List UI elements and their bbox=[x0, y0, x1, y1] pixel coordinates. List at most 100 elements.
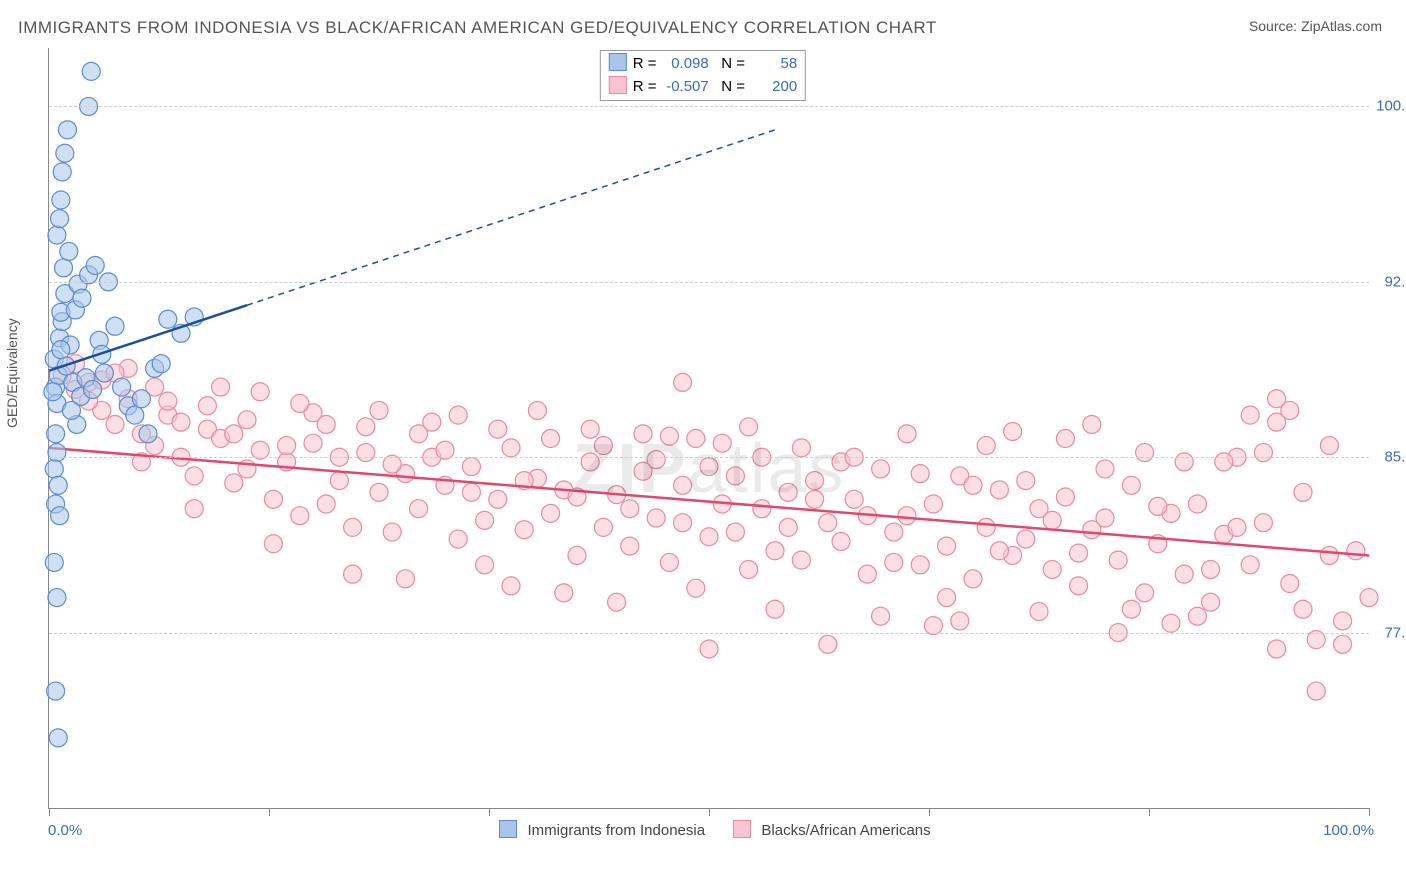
gridline bbox=[49, 633, 1369, 634]
stat-r-value: -0.507 bbox=[661, 76, 709, 99]
scatter-point-pink bbox=[740, 418, 758, 436]
scatter-point-pink bbox=[726, 467, 744, 485]
scatter-point-pink bbox=[317, 495, 335, 513]
scatter-point-pink bbox=[555, 584, 573, 602]
scatter-point-blue bbox=[49, 729, 67, 747]
scatter-point-pink bbox=[1004, 423, 1022, 441]
scatter-point-pink bbox=[344, 565, 362, 583]
scatter-point-pink bbox=[1294, 600, 1312, 618]
x-tick bbox=[1149, 808, 1150, 816]
gridline bbox=[49, 457, 1369, 458]
scatter-point-pink bbox=[726, 523, 744, 541]
scatter-point-pink bbox=[449, 530, 467, 548]
y-tick-label: 100.0% bbox=[1376, 98, 1406, 115]
scatter-point-blue bbox=[62, 401, 80, 419]
scatter-point-pink bbox=[1228, 518, 1246, 536]
scatter-point-pink bbox=[1030, 603, 1048, 621]
correlation-stat-box: R = 0.098 N = 58R = -0.507 N = 200 bbox=[600, 50, 806, 101]
scatter-point-pink bbox=[1188, 607, 1206, 625]
scatter-point-pink bbox=[502, 439, 520, 457]
scatter-point-pink bbox=[977, 518, 995, 536]
scatter-point-pink bbox=[1109, 551, 1127, 569]
scatter-point-pink bbox=[594, 437, 612, 455]
scatter-point-pink bbox=[357, 418, 375, 436]
scatter-point-pink bbox=[1056, 430, 1074, 448]
scatter-point-blue bbox=[95, 364, 113, 382]
y-tick-label: 77.5% bbox=[1384, 624, 1406, 641]
gridline bbox=[49, 282, 1369, 283]
scatter-point-blue bbox=[86, 256, 104, 274]
scatter-point-pink bbox=[1175, 453, 1193, 471]
scatter-point-pink bbox=[515, 521, 533, 539]
scatter-point-blue bbox=[58, 121, 76, 139]
scatter-point-pink bbox=[806, 490, 824, 508]
legend-label-blue: Immigrants from Indonesia bbox=[528, 822, 706, 839]
scatter-point-pink bbox=[1268, 390, 1286, 408]
scatter-point-pink bbox=[898, 425, 916, 443]
source-attribution: Source: ZipAtlas.com bbox=[1249, 18, 1382, 34]
scatter-point-blue bbox=[73, 289, 91, 307]
scatter-point-pink bbox=[1175, 565, 1193, 583]
scatter-point-pink bbox=[674, 373, 692, 391]
scatter-point-pink bbox=[990, 542, 1008, 560]
scatter-point-pink bbox=[1241, 556, 1259, 574]
scatter-point-pink bbox=[581, 420, 599, 438]
scatter-point-pink bbox=[687, 430, 705, 448]
x-tick bbox=[1369, 808, 1370, 816]
scatter-point-blue bbox=[49, 476, 67, 494]
scatter-point-pink bbox=[792, 551, 810, 569]
scatter-point-pink bbox=[581, 453, 599, 471]
scatter-point-pink bbox=[1096, 460, 1114, 478]
scatter-point-pink bbox=[674, 476, 692, 494]
scatter-point-pink bbox=[1162, 614, 1180, 632]
scatter-point-pink bbox=[489, 490, 507, 508]
scatter-point-pink bbox=[621, 537, 639, 555]
scatter-point-blue bbox=[47, 425, 65, 443]
scatter-point-pink bbox=[792, 439, 810, 457]
scatter-point-pink bbox=[964, 476, 982, 494]
scatter-point-blue bbox=[45, 460, 63, 478]
scatter-point-pink bbox=[779, 518, 797, 536]
legend-swatch-blue bbox=[499, 820, 517, 838]
scatter-point-pink bbox=[291, 394, 309, 412]
scatter-point-blue bbox=[48, 444, 66, 462]
scatter-point-pink bbox=[766, 600, 784, 618]
scatter-point-pink bbox=[885, 523, 903, 541]
x-tick bbox=[49, 808, 50, 816]
scatter-point-pink bbox=[1294, 483, 1312, 501]
scatter-point-blue bbox=[52, 341, 70, 359]
scatter-point-pink bbox=[1136, 584, 1154, 602]
scatter-point-pink bbox=[1268, 640, 1286, 658]
scatter-point-pink bbox=[568, 546, 586, 564]
scatter-point-pink bbox=[1043, 511, 1061, 529]
scatter-point-pink bbox=[898, 507, 916, 525]
scatter-point-pink bbox=[832, 532, 850, 550]
legend-bottom: Immigrants from Indonesia Blacks/African… bbox=[0, 820, 1406, 839]
scatter-point-pink bbox=[990, 481, 1008, 499]
scatter-point-pink bbox=[1215, 453, 1233, 471]
scatter-point-pink bbox=[594, 518, 612, 536]
scatter-point-pink bbox=[647, 451, 665, 469]
scatter-point-pink bbox=[198, 397, 216, 415]
scatter-point-pink bbox=[476, 556, 494, 574]
scatter-point-blue bbox=[132, 390, 150, 408]
scatter-point-pink bbox=[410, 500, 428, 518]
scatter-point-pink bbox=[766, 542, 784, 560]
scatter-point-pink bbox=[423, 413, 441, 431]
scatter-point-pink bbox=[106, 415, 124, 433]
scatter-point-pink bbox=[700, 640, 718, 658]
scatter-point-pink bbox=[634, 425, 652, 443]
scatter-point-pink bbox=[1096, 509, 1114, 527]
scatter-point-pink bbox=[462, 483, 480, 501]
scatter-point-pink bbox=[449, 406, 467, 424]
scatter-point-pink bbox=[1320, 437, 1338, 455]
scatter-point-pink bbox=[924, 495, 942, 513]
stat-n-label: N = bbox=[721, 55, 745, 72]
scatter-point-blue bbox=[152, 355, 170, 373]
scatter-point-pink bbox=[383, 523, 401, 541]
stat-n-label: N = bbox=[721, 78, 745, 95]
scatter-point-blue bbox=[106, 317, 124, 335]
scatter-point-pink bbox=[753, 500, 771, 518]
stat-n-value: 58 bbox=[749, 53, 797, 76]
stat-swatch bbox=[609, 76, 627, 94]
